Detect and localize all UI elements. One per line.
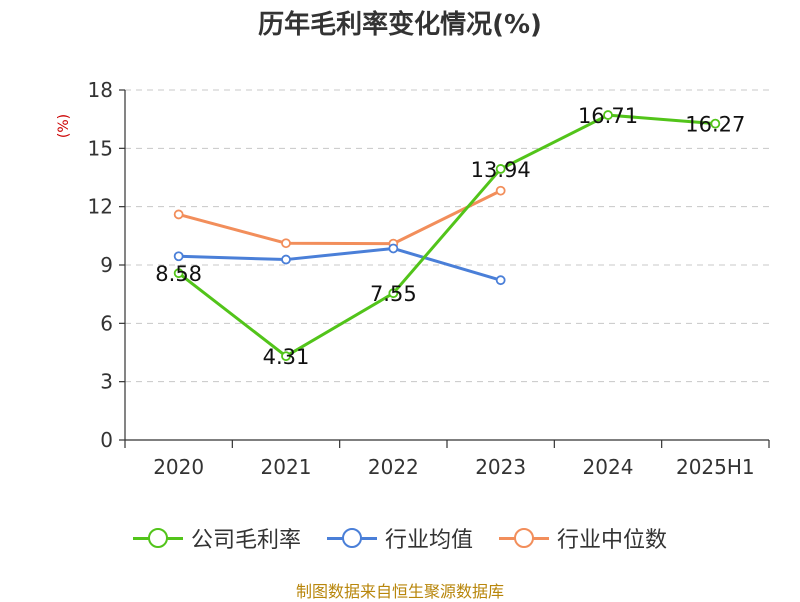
legend-label: 行业均值: [384, 528, 473, 553]
y-tick-label: 3: [100, 370, 113, 394]
data-labels: 8.58 4.31 7.55 13.94 16.71 16.27: [155, 104, 745, 369]
axes: 0 3 6 9 12 15 18 (%) 2020 2021 2022 2023 2024 2025H1: [56, 78, 770, 479]
legend-item[interactable]: 公司毛利率: [132, 522, 301, 554]
data-point: [173, 268, 184, 279]
data-point: [173, 251, 184, 262]
data-point: [281, 254, 291, 265]
data-label: 16.71: [578, 104, 638, 128]
y-tick-label: 0: [100, 428, 113, 452]
data-label: 13.94: [471, 158, 531, 182]
data-point: [388, 243, 399, 254]
legend-marker: [326, 527, 377, 549]
series-line: [178, 246, 502, 282]
legend-marker: [132, 527, 183, 549]
data-label: 16.27: [685, 113, 745, 137]
data-point: [388, 288, 399, 299]
y-tick-label: 12: [88, 195, 113, 219]
data-label: 4.31: [263, 345, 310, 369]
data-point: [495, 164, 506, 174]
series: [173, 110, 721, 362]
data-point: [281, 351, 291, 362]
data-point: [495, 185, 506, 196]
x-tick-label: 2025H1: [676, 455, 755, 479]
y-axis-label: (%): [56, 114, 72, 138]
x-tick-label: 2023: [475, 455, 526, 479]
data-point: [173, 209, 184, 220]
series-line: [177, 113, 716, 358]
legend: 公司毛利率 行业均值 行业中位数: [0, 518, 800, 558]
legend-item[interactable]: 行业均值: [326, 522, 473, 554]
y-tick-label: 18: [88, 78, 113, 102]
legend-item[interactable]: 行业中位数: [499, 522, 667, 554]
y-tick-label: 15: [88, 136, 113, 160]
x-tick-label: 2022: [368, 455, 419, 479]
legend-label: 公司毛利率: [190, 528, 301, 553]
x-tick-label: 2020: [153, 455, 204, 479]
data-point: [603, 110, 613, 120]
series-2: [173, 243, 506, 286]
series-3: [173, 185, 506, 249]
y-tick-label: 9: [100, 253, 113, 277]
grid-lines: [125, 89, 769, 383]
data-point: [281, 238, 291, 249]
data-label: 7.55: [370, 282, 417, 306]
data-point: [710, 118, 721, 129]
series-1: [173, 110, 721, 362]
y-tick-label: 6: [100, 311, 113, 335]
series-line: [178, 189, 502, 246]
x-tick-label: 2024: [583, 455, 634, 479]
legend-marker: [499, 527, 549, 549]
source-note: 制图数据来自恒生聚源数据库: [295, 582, 504, 601]
data-label: 8.58: [155, 262, 202, 286]
legend-label: 行业中位数: [557, 528, 668, 553]
x-tick-label: 2021: [261, 455, 312, 479]
data-point: [495, 275, 506, 286]
chart-title: 历年毛利率变化情况(%): [258, 10, 542, 40]
